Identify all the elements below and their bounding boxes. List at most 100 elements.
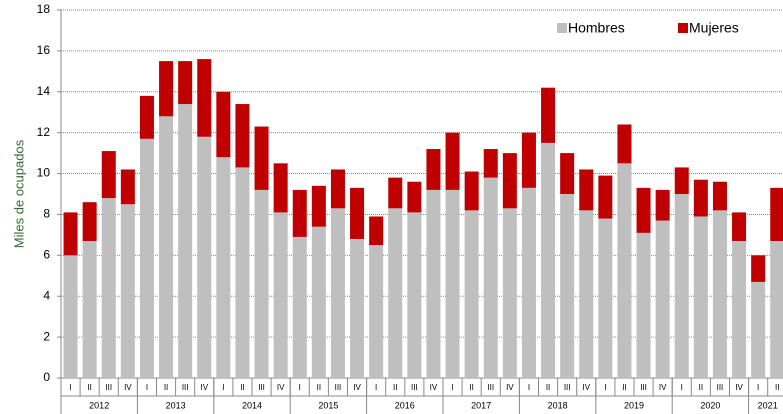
- bar-segment: [483, 149, 498, 178]
- bar-segment: [483, 177, 498, 378]
- bar-segment: [598, 175, 613, 219]
- year-label: 2020: [700, 400, 720, 410]
- x-tick-label: II: [775, 383, 779, 392]
- x-tick-label: IV: [735, 383, 743, 392]
- x-tick-label: I: [222, 383, 224, 392]
- bar-segment: [388, 208, 403, 378]
- bar-segment: [159, 61, 174, 117]
- bar-segment: [82, 241, 97, 378]
- bar-segment: [770, 187, 783, 242]
- bar-segment: [273, 163, 288, 213]
- bar-segment: [311, 226, 326, 378]
- bar-segment: [502, 153, 517, 209]
- bar-segment: [770, 241, 783, 378]
- legend-label: Hombres: [568, 20, 625, 36]
- bar-segment: [636, 187, 651, 233]
- bar-segment: [598, 218, 613, 378]
- legend-swatch: [557, 23, 567, 33]
- bar-segment: [82, 202, 97, 242]
- x-tick-label: III: [640, 383, 647, 392]
- bar-segment: [560, 153, 575, 194]
- bar-segment: [139, 95, 154, 139]
- bar-segment: [292, 189, 307, 237]
- x-tick-label: III: [182, 383, 189, 392]
- bar-segment: [216, 157, 231, 378]
- legend-swatch: [678, 23, 688, 33]
- x-tick-label: III: [105, 383, 112, 392]
- x-tick-label: I: [528, 383, 530, 392]
- x-tick-label: IV: [506, 383, 514, 392]
- bar-segment: [541, 87, 556, 143]
- x-tick-label: III: [258, 383, 265, 392]
- year-label: 2012: [89, 400, 109, 410]
- bar-segment: [655, 220, 670, 378]
- bar-segment: [636, 232, 651, 378]
- y-tick-label: 16: [37, 43, 51, 57]
- bar-segment: [139, 138, 154, 378]
- y-tick-label: 6: [43, 248, 50, 262]
- year-label: 2013: [166, 400, 186, 410]
- y-tick-label: 12: [37, 125, 51, 139]
- year-label: 2018: [548, 400, 568, 410]
- bar-segment: [751, 255, 766, 282]
- x-tick-label: IV: [277, 383, 285, 392]
- bar-segment: [617, 163, 632, 378]
- year-label: 2015: [318, 400, 338, 410]
- x-tick-label: II: [240, 383, 244, 392]
- y-tick-label: 18: [37, 2, 51, 16]
- bar-segment: [426, 149, 441, 190]
- bar-segment: [369, 245, 384, 378]
- bar-segment: [464, 210, 479, 378]
- x-tick-label: IV: [659, 383, 667, 392]
- x-tick-label: III: [487, 383, 494, 392]
- bar-segment: [350, 187, 365, 239]
- y-tick-label: 4: [43, 288, 50, 302]
- year-label: 2021: [758, 400, 778, 410]
- x-tick-label: I: [299, 383, 301, 392]
- x-tick-label: I: [375, 383, 377, 392]
- x-tick-label: II: [699, 383, 703, 392]
- bar-segment: [693, 179, 708, 217]
- bar-segment: [101, 151, 116, 199]
- bar-segment: [579, 169, 594, 211]
- x-tick-label: III: [411, 383, 418, 392]
- bar-segment: [292, 236, 307, 378]
- bar-segment: [445, 132, 460, 190]
- bar-segment: [197, 59, 212, 137]
- x-tick-label: IV: [124, 383, 132, 392]
- y-axis-label: Miles de ocupados: [11, 139, 26, 248]
- x-tick-label: II: [622, 383, 626, 392]
- x-tick-label: I: [757, 383, 759, 392]
- x-tick-label: I: [604, 383, 606, 392]
- bar-segment: [521, 132, 536, 188]
- bar-segment: [521, 187, 536, 378]
- bar-segment: [254, 189, 269, 378]
- x-tick-label: II: [469, 383, 473, 392]
- x-tick-label: IV: [353, 383, 361, 392]
- bar-segment: [254, 126, 269, 190]
- bar-segment: [712, 210, 727, 378]
- y-tick-label: 10: [37, 166, 51, 180]
- x-tick-label: II: [87, 383, 91, 392]
- bar-segment: [732, 212, 747, 242]
- x-tick-label: II: [393, 383, 397, 392]
- x-tick-label: III: [717, 383, 724, 392]
- year-label: 2017: [471, 400, 491, 410]
- bar-segment: [178, 104, 193, 379]
- bar-segment: [197, 136, 212, 378]
- bar-segment: [330, 169, 345, 209]
- bar-segment: [235, 167, 250, 378]
- bar-segment: [63, 212, 78, 256]
- bar-segment: [541, 142, 556, 378]
- x-tick-label: II: [546, 383, 550, 392]
- x-tick-label: I: [146, 383, 148, 392]
- bar-segment: [407, 181, 422, 213]
- x-tick-label: I: [69, 383, 71, 392]
- y-tick-label: 8: [43, 207, 50, 221]
- bar-segment: [732, 241, 747, 378]
- bar-segment: [693, 216, 708, 378]
- bar-segment: [502, 208, 517, 378]
- bar-segment: [464, 171, 479, 211]
- bar-segment: [655, 189, 670, 221]
